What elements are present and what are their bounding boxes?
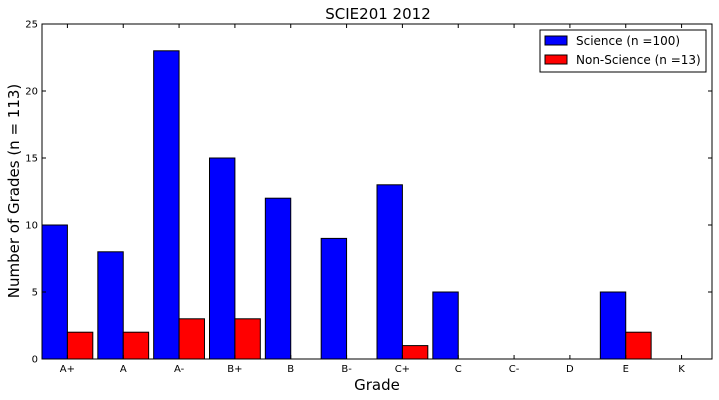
x-tick-label-C: C	[455, 364, 462, 375]
bar-non-science-E	[625, 331, 652, 360]
bar-science-C+	[376, 184, 403, 360]
legend-swatch-science	[544, 35, 568, 46]
bar-science-B	[264, 197, 292, 360]
bar-non-science-A	[122, 331, 150, 360]
x-tick-label-A-: A-	[174, 364, 185, 375]
y-axis-ticks: 0 5 10 15 20 25	[25, 20, 712, 366]
y-tick-label: 25	[25, 20, 38, 31]
x-tick-label-C-: C-	[509, 364, 520, 375]
legend-swatch-non-science	[544, 54, 568, 65]
x-tick-label-C+: C+	[395, 364, 410, 375]
legend-label-science: Science (n =100)	[576, 34, 680, 48]
legend-box	[539, 29, 707, 73]
y-tick-label: 15	[25, 154, 38, 165]
bar-non-science-A-	[178, 318, 205, 360]
y-tick-label: 20	[25, 87, 38, 98]
y-tick-label: 10	[25, 221, 38, 232]
x-tick-label-B+: B+	[227, 364, 242, 375]
legend-label-non-science: Non-Science (n =13)	[576, 53, 701, 67]
x-tick-label-D: D	[566, 364, 574, 375]
bar-non-science-C+	[401, 345, 429, 360]
x-tick-label-A: A	[120, 364, 127, 375]
plot-frame	[41, 23, 713, 360]
bar-science-B-	[320, 237, 348, 360]
legend: Science (n =100) Non-Science (n =13)	[539, 29, 707, 73]
chart-title: SCIE201 2012	[325, 5, 430, 23]
x-axis-title: Grade	[354, 376, 400, 394]
bars-group	[41, 50, 652, 360]
x-tick-label-B-: B-	[341, 364, 352, 375]
bar-science-B+	[209, 157, 236, 360]
x-tick-label-A+: A+	[60, 364, 75, 375]
x-tick-label-B: B	[287, 364, 294, 375]
bar-science-A-	[153, 50, 180, 360]
bar-science-A	[97, 251, 124, 360]
bar-science-E	[599, 291, 627, 360]
x-tick-label-E: E	[623, 364, 629, 375]
bar-non-science-B+	[234, 318, 261, 360]
bar-science-A+	[41, 224, 68, 360]
bar-science-C	[432, 291, 459, 360]
y-tick-label: 0	[32, 355, 38, 366]
bar-non-science-A+	[66, 331, 94, 360]
x-tick-label-K: K	[678, 364, 685, 375]
x-axis-ticks: A+ A A- B+ B B- C+ C C- D E K	[60, 24, 685, 375]
y-axis-title: Number of Grades (n = 113)	[5, 84, 23, 299]
y-tick-label: 5	[32, 288, 38, 299]
